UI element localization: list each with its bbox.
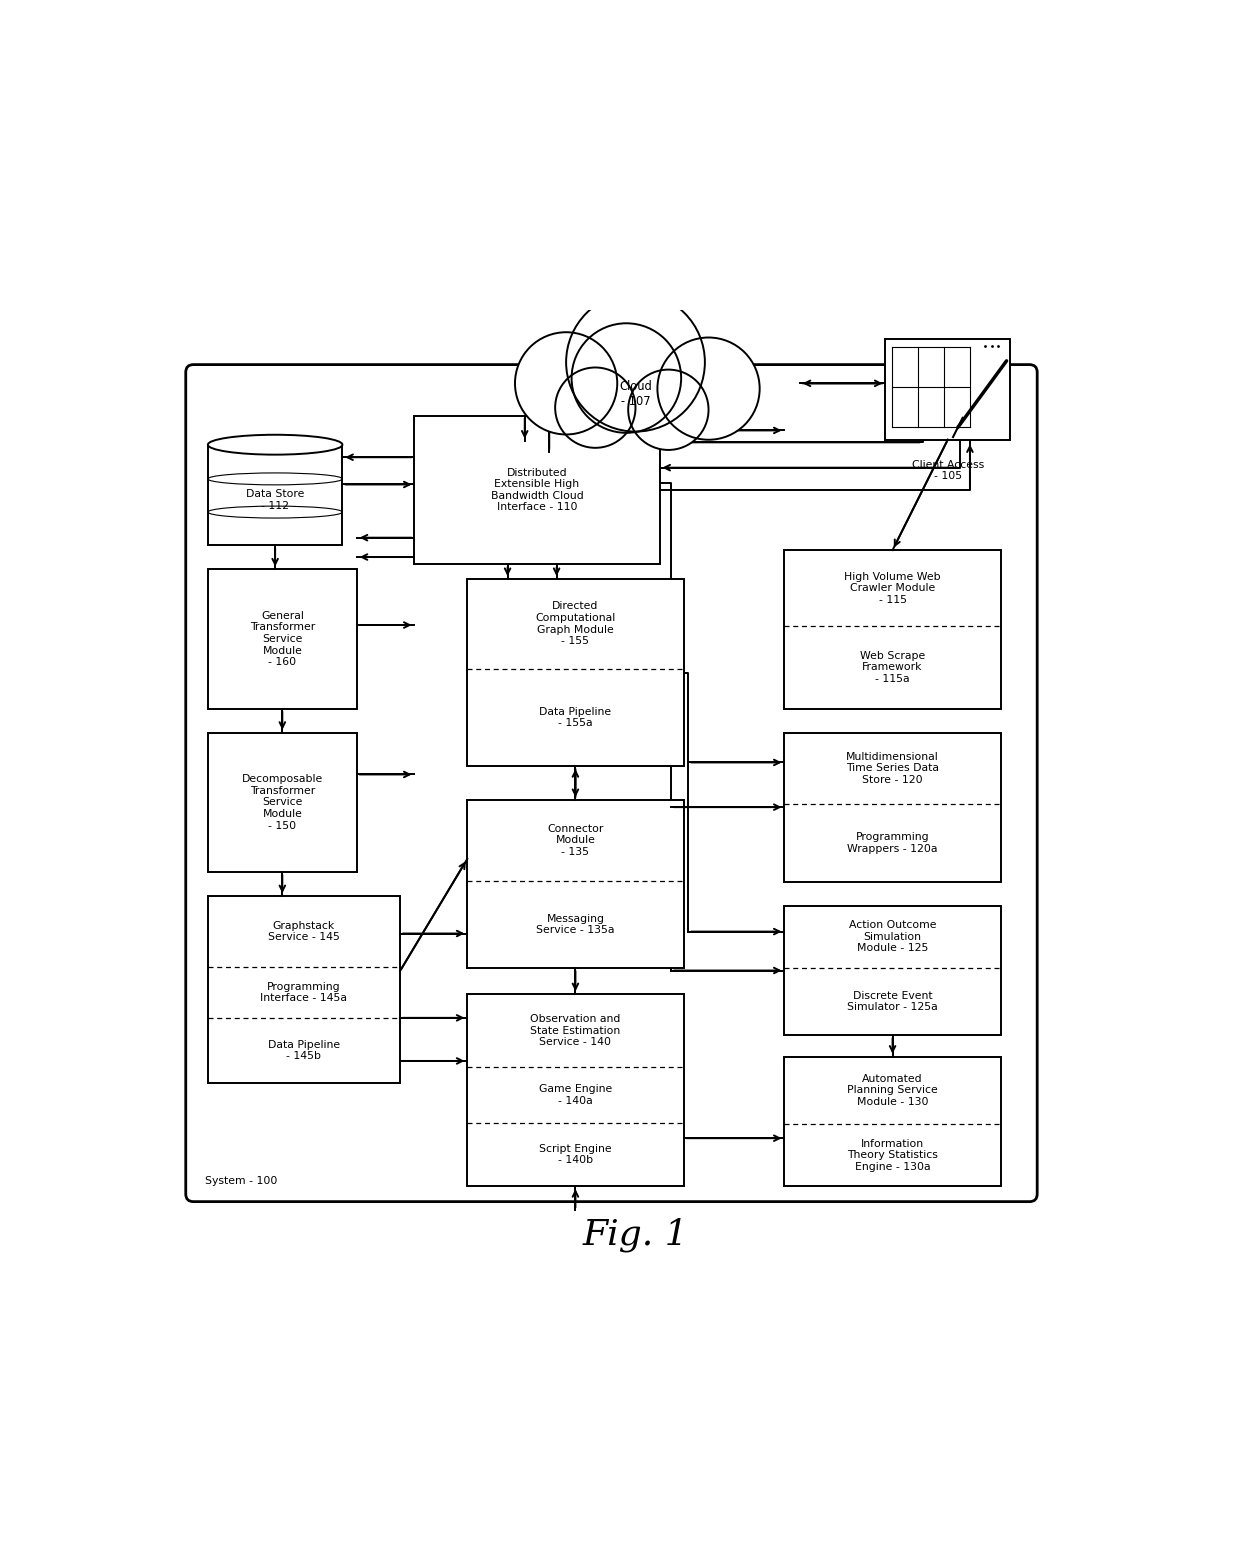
Bar: [467, 579, 683, 767]
Circle shape: [556, 368, 635, 448]
Bar: [785, 906, 1001, 1036]
Bar: [785, 549, 1001, 709]
Circle shape: [572, 324, 681, 434]
Text: Script Engine
- 140b: Script Engine - 140b: [539, 1144, 611, 1166]
Text: Action Outcome
Simulation
Module - 125: Action Outcome Simulation Module - 125: [849, 920, 936, 953]
Text: Directed
Computational
Graph Module
- 155: Directed Computational Graph Module - 15…: [536, 601, 615, 646]
Text: Data Pipeline
- 145b: Data Pipeline - 145b: [268, 1039, 340, 1061]
Bar: [208, 444, 342, 545]
Circle shape: [657, 338, 760, 440]
Text: Data Pipeline
- 155a: Data Pipeline - 155a: [539, 707, 611, 728]
Text: Messaging
Service - 135a: Messaging Service - 135a: [536, 914, 615, 936]
Text: Automated
Planning Service
Module - 130: Automated Planning Service Module - 130: [847, 1074, 937, 1106]
Text: General
Transformer
Service
Module
- 160: General Transformer Service Module - 160: [249, 610, 315, 667]
Text: Client Access
- 105: Client Access - 105: [911, 460, 985, 480]
Circle shape: [629, 369, 708, 451]
Bar: [208, 570, 357, 709]
Text: Programming
Interface - 145a: Programming Interface - 145a: [260, 981, 347, 1003]
Text: Data Store
- 112: Data Store - 112: [246, 490, 304, 510]
Text: High Volume Web
Crawler Module
- 115: High Volume Web Crawler Module - 115: [844, 571, 941, 604]
Bar: [785, 732, 1001, 881]
FancyBboxPatch shape: [186, 365, 1037, 1202]
Bar: [467, 994, 683, 1186]
Circle shape: [567, 293, 704, 432]
Text: Graphstack
Service - 145: Graphstack Service - 145: [268, 920, 340, 942]
Text: Distributed
Extensible High
Bandwidth Cloud
Interface - 110: Distributed Extensible High Bandwidth Cl…: [491, 468, 583, 512]
Text: Web Scrape
Framework
- 115a: Web Scrape Framework - 115a: [861, 651, 925, 684]
Text: System - 100: System - 100: [205, 1177, 278, 1186]
Text: Discrete Event
Simulator - 125a: Discrete Event Simulator - 125a: [847, 991, 937, 1013]
Text: Information
Theory Statistics
Engine - 130a: Information Theory Statistics Engine - 1…: [847, 1138, 937, 1172]
Bar: [467, 800, 683, 969]
Ellipse shape: [208, 435, 342, 455]
Circle shape: [515, 332, 618, 435]
Text: Multidimensional
Time Series Data
Store - 120: Multidimensional Time Series Data Store …: [846, 751, 939, 786]
Bar: [785, 1056, 1001, 1186]
Bar: [208, 897, 401, 1083]
Bar: [208, 732, 357, 872]
Text: Fig. 1: Fig. 1: [583, 1218, 688, 1252]
Text: Programming
Wrappers - 120a: Programming Wrappers - 120a: [847, 833, 937, 853]
Bar: [885, 338, 1011, 440]
Text: Connector
Module
- 135: Connector Module - 135: [547, 823, 604, 858]
Text: Observation and
State Estimation
Service - 140: Observation and State Estimation Service…: [531, 1014, 621, 1047]
Bar: [414, 416, 660, 565]
Text: Decomposable
Transformer
Service
Module
- 150: Decomposable Transformer Service Module …: [242, 775, 322, 831]
Text: Cloud
- 107: Cloud - 107: [619, 380, 652, 408]
Text: Game Engine
- 140a: Game Engine - 140a: [539, 1085, 613, 1106]
